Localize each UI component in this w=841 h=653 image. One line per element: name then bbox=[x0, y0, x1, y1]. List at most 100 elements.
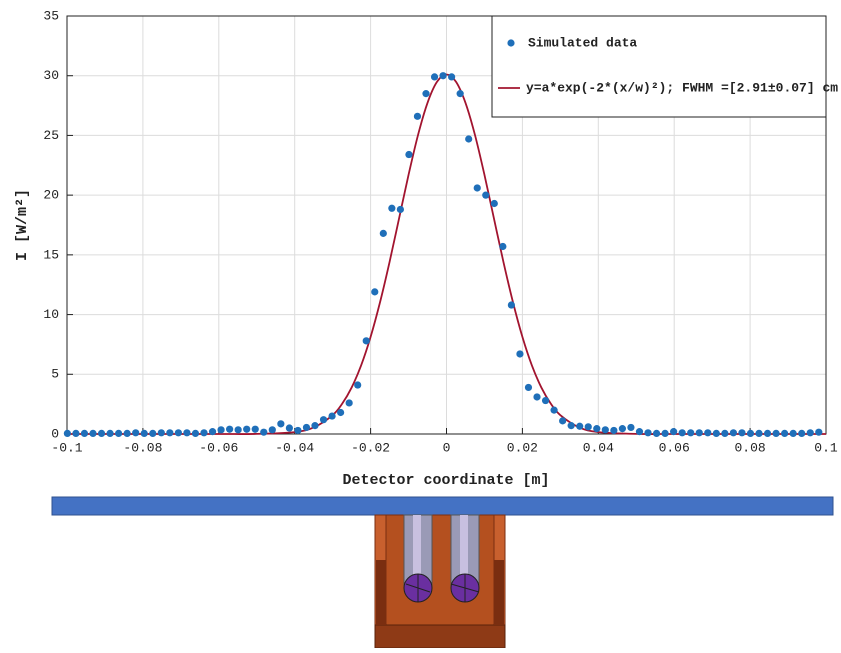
data-point bbox=[533, 393, 541, 401]
data-point bbox=[132, 429, 140, 437]
data-point bbox=[746, 429, 755, 438]
x-tick-label: 0 bbox=[443, 440, 451, 455]
plot-frame bbox=[66, 15, 827, 435]
data-point bbox=[695, 429, 703, 437]
x-tick-label: 0.1 bbox=[814, 440, 838, 455]
data-point bbox=[815, 428, 823, 436]
data-point bbox=[721, 429, 729, 438]
x-tick-label: -0.02 bbox=[351, 440, 390, 455]
data-point bbox=[191, 429, 200, 438]
data-point bbox=[123, 429, 131, 438]
data-point bbox=[226, 425, 234, 433]
data-point bbox=[97, 429, 106, 438]
data-point bbox=[80, 429, 89, 438]
legend-label: y=a*exp(-2*(x/w)²); FWHM =[2.91±0.07] cm bbox=[526, 80, 838, 95]
data-point bbox=[559, 417, 567, 425]
data-point bbox=[644, 429, 652, 437]
data-point bbox=[772, 429, 780, 438]
data-point bbox=[670, 428, 678, 436]
x-tick-label: 0.04 bbox=[583, 440, 614, 455]
data-point bbox=[499, 242, 507, 251]
data-point bbox=[106, 429, 114, 438]
data-point bbox=[738, 429, 746, 437]
data-point bbox=[439, 72, 447, 80]
data-point bbox=[507, 301, 515, 309]
data-point bbox=[678, 429, 686, 437]
x-tick-label: -0.08 bbox=[123, 440, 162, 455]
data-point bbox=[798, 429, 806, 438]
data-point bbox=[234, 426, 242, 434]
data-point bbox=[652, 429, 661, 438]
x-tick-label: 0.08 bbox=[734, 440, 765, 455]
data-point bbox=[584, 423, 592, 431]
data-point bbox=[354, 381, 362, 389]
housing-base bbox=[374, 624, 506, 649]
data-point bbox=[115, 429, 123, 438]
y-tick-label: 35 bbox=[43, 8, 59, 23]
y-tick-label: 30 bbox=[43, 68, 59, 83]
data-point bbox=[567, 422, 575, 430]
data-point bbox=[157, 429, 165, 437]
data-point bbox=[729, 429, 738, 437]
data-point bbox=[806, 429, 814, 437]
data-point bbox=[72, 429, 80, 438]
tube-highlight bbox=[460, 515, 468, 585]
data-point bbox=[89, 429, 97, 438]
sensor-lines bbox=[405, 574, 480, 602]
data-point bbox=[490, 199, 498, 208]
x-axis-label: Detector coordinate [m] bbox=[342, 472, 549, 489]
data-point bbox=[166, 429, 174, 437]
detector-plate bbox=[51, 496, 834, 516]
data-point bbox=[430, 73, 439, 81]
data-point bbox=[618, 425, 626, 433]
data-point bbox=[456, 90, 464, 98]
legend-box bbox=[491, 15, 827, 118]
data-point bbox=[302, 423, 311, 432]
data-point bbox=[200, 429, 208, 437]
data-point bbox=[516, 350, 524, 358]
data-point bbox=[405, 150, 413, 159]
data-point bbox=[712, 429, 720, 438]
data-point bbox=[610, 426, 618, 435]
data-point bbox=[268, 426, 276, 434]
x-tick-label: -0.1 bbox=[51, 440, 82, 455]
data-point bbox=[550, 406, 558, 414]
data-point bbox=[208, 428, 217, 436]
data-point bbox=[243, 425, 251, 433]
data-point bbox=[755, 429, 763, 438]
x-tick-label: 0.06 bbox=[659, 440, 690, 455]
data-point bbox=[311, 422, 319, 430]
data-point bbox=[413, 112, 422, 120]
y-tick-label: 5 bbox=[51, 367, 59, 382]
data-point bbox=[473, 184, 481, 192]
data-point bbox=[285, 424, 293, 432]
data-point bbox=[362, 337, 370, 345]
y-tick-label: 20 bbox=[43, 188, 59, 203]
data-point bbox=[149, 429, 157, 438]
y-tick-label: 25 bbox=[43, 128, 59, 143]
housing-wall bbox=[494, 560, 504, 625]
data-point bbox=[627, 423, 635, 432]
detector-diagram bbox=[51, 496, 834, 649]
y-axis-label: I [W/m²] bbox=[14, 189, 31, 261]
legend-label: Simulated data bbox=[528, 35, 637, 50]
data-point bbox=[260, 428, 268, 436]
data-point bbox=[661, 429, 669, 438]
legend: Simulated data y=a*exp(-2*(x/w)²); FWHM =… bbox=[491, 15, 838, 118]
data-point bbox=[541, 396, 550, 405]
data-point bbox=[328, 412, 336, 420]
data-point bbox=[789, 429, 797, 438]
data-point bbox=[482, 191, 490, 199]
data-point bbox=[174, 429, 182, 437]
data-point bbox=[140, 429, 148, 438]
data-point bbox=[388, 204, 396, 212]
data-point bbox=[448, 73, 456, 81]
data-point bbox=[576, 422, 584, 430]
data-point bbox=[345, 399, 353, 407]
data-point bbox=[277, 420, 285, 428]
housing-wall bbox=[376, 560, 386, 625]
y-tick-label: 10 bbox=[43, 307, 59, 322]
x-tick-label: -0.04 bbox=[275, 440, 314, 455]
x-tick-label: 0.02 bbox=[507, 440, 538, 455]
